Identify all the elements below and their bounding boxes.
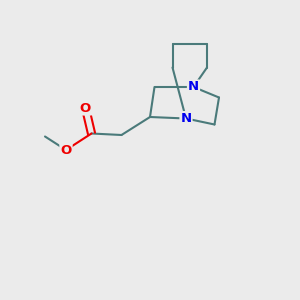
Text: N: N — [180, 112, 192, 125]
Text: N: N — [188, 80, 199, 94]
Text: O: O — [80, 101, 91, 115]
Text: O: O — [60, 143, 72, 157]
